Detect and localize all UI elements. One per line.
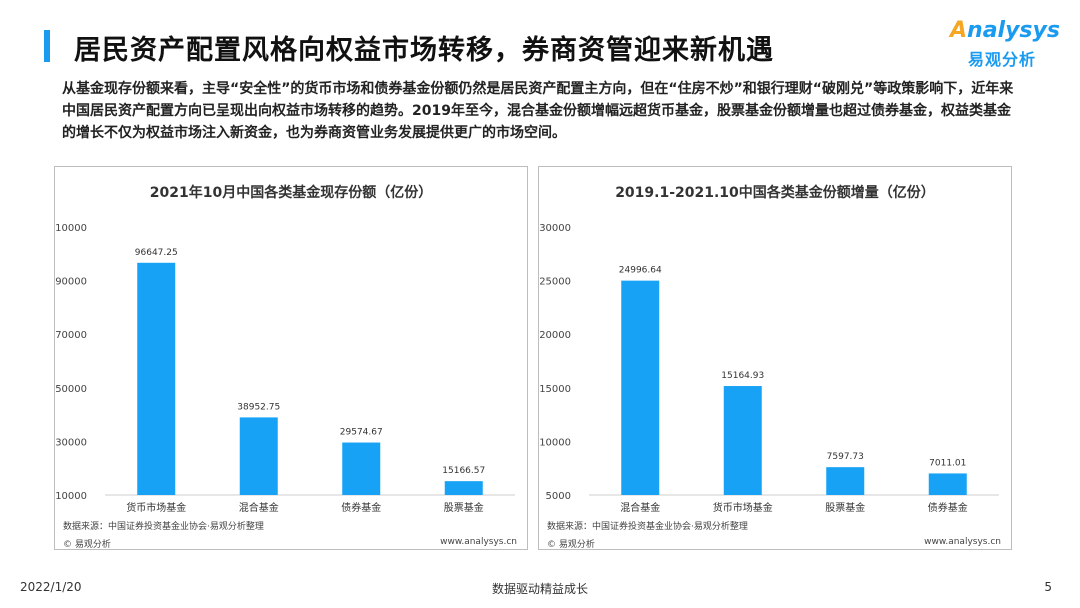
bar	[444, 481, 483, 495]
footer-slogan: 数据驱动精益成长	[491, 582, 588, 596]
y-tick-label: 30000	[539, 223, 571, 234]
data-source-note: 数据来源：中国证券投资基金业协会·易观分析整理	[547, 522, 748, 532]
x-tick-label: 混合基金	[239, 501, 279, 514]
bar-value-label: 7597.73	[827, 452, 864, 462]
x-tick-label: 混合基金	[620, 501, 660, 514]
bar	[621, 280, 660, 495]
bar-value-label: 96647.25	[135, 248, 178, 258]
x-tick-label: 债券基金	[928, 501, 968, 514]
bar	[137, 262, 176, 495]
title-accent-bar	[44, 30, 50, 62]
intro-paragraph: 从基金现存份额来看，主导“安全性”的货币市场和债券基金份额仍然是居民资产配置主方…	[62, 81, 1014, 141]
bar-value-label: 24996.64	[619, 266, 662, 276]
brand-logo: Analysys 易观分析	[940, 18, 1060, 72]
x-tick-label: 货币市场基金	[713, 501, 773, 514]
y-tick-label: 70000	[55, 330, 87, 341]
bar-chart-share-increment: 2019.1-2021.10中国各类基金份额增量（亿份） 5000 10000 150…	[539, 184, 999, 514]
y-tick-label: 15000	[539, 384, 571, 395]
bar	[723, 386, 762, 495]
chart-panel-existing-shares: 2021年10月中国各类基金现存份额（亿份） 10000 30000 50000 700…	[54, 166, 528, 550]
footer-date: 2022/1/20	[20, 580, 82, 594]
y-tick-label: 30000	[55, 437, 87, 448]
bar-value-label: 15164.93	[721, 371, 764, 381]
x-tick-label: 股票基金	[825, 501, 865, 514]
bar	[928, 473, 967, 495]
y-tick-label: 90000	[55, 277, 87, 288]
bar	[342, 442, 381, 495]
bar-value-label: 7011.01	[929, 458, 966, 468]
bar-chart-existing-shares: 2021年10月中国各类基金现存份额（亿份） 10000 30000 50000 700…	[55, 184, 515, 514]
y-tick-label: 25000	[539, 277, 571, 288]
y-tick-label: 50000	[55, 384, 87, 395]
x-tick-label: 货币市场基金	[126, 501, 186, 514]
logo-wordmark: Analysys	[950, 18, 1060, 43]
bar	[826, 467, 865, 495]
website-link: www.analysys.cn	[440, 537, 517, 547]
bar-value-label: 29574.67	[340, 428, 383, 438]
copyright-note: © 易观分析	[547, 540, 595, 550]
x-tick-label: 债券基金	[341, 501, 381, 514]
y-tick-label: 10000	[55, 491, 87, 502]
page-title: 居民资产配置风格向权益市场转移，券商资管迎来新机遇	[74, 35, 774, 66]
bar-value-label: 15166.57	[442, 466, 485, 476]
bar	[239, 417, 278, 495]
page-number: 5	[1044, 580, 1052, 594]
logo-chinese: 易观分析	[968, 50, 1037, 69]
chart-title: 2021年10月中国各类基金现存份额（亿份）	[150, 184, 432, 201]
y-tick-label: 10000	[539, 437, 571, 448]
logo-initial: A	[950, 18, 968, 43]
y-tick-label: 5000	[546, 491, 571, 502]
y-tick-label: 20000	[539, 330, 571, 341]
website-link: www.analysys.cn	[924, 537, 1001, 547]
chart-title: 2019.1-2021.10中国各类基金份额增量（亿份）	[615, 184, 935, 201]
chart-panel-share-increment: 2019.1-2021.10中国各类基金份额增量（亿份） 5000 10000 150…	[538, 166, 1012, 550]
y-tick-label: 110000	[55, 223, 87, 234]
x-tick-label: 股票基金	[444, 501, 484, 514]
bar-value-label: 38952.75	[237, 402, 280, 412]
data-source-note: 数据来源：中国证券投资基金业协会·易观分析整理	[63, 522, 264, 532]
logo-wordmark-text: nalysys	[967, 18, 1060, 43]
copyright-note: © 易观分析	[63, 540, 111, 550]
